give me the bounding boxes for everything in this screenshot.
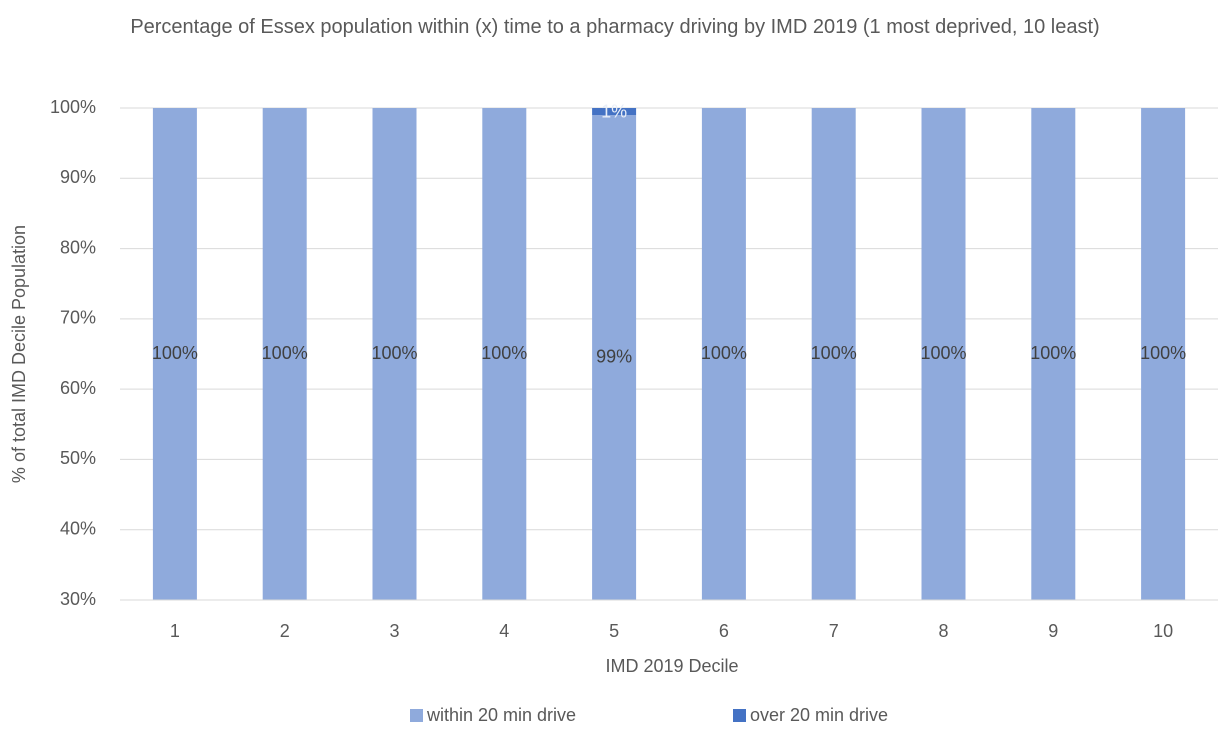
data-label: 1% (601, 101, 627, 121)
y-tick-label: 70% (60, 308, 96, 328)
legend-swatch (733, 709, 746, 722)
x-tick-label: 3 (389, 621, 399, 641)
bar-segment (372, 108, 417, 600)
x-tick-label: 9 (1048, 621, 1058, 641)
x-tick-label: 6 (719, 621, 729, 641)
y-tick-label: 90% (60, 167, 96, 187)
x-tick-label: 7 (829, 621, 839, 641)
data-label: 100% (920, 343, 966, 363)
y-tick-label: 60% (60, 378, 96, 398)
y-axis-label: % of total IMD Decile Population (9, 225, 29, 483)
bar-segment (592, 115, 637, 601)
y-tick-label: 80% (60, 237, 96, 257)
y-tick-label: 30% (60, 589, 96, 609)
data-label: 100% (481, 343, 527, 363)
legend-label: over 20 min drive (750, 705, 888, 725)
data-label: 99% (596, 346, 632, 366)
x-tick-label: 8 (938, 621, 948, 641)
data-label: 100% (701, 343, 747, 363)
data-label: 100% (262, 343, 308, 363)
bar-segment (811, 108, 856, 600)
bar-segment (262, 108, 307, 600)
data-label: 100% (152, 343, 198, 363)
data-label: 100% (371, 343, 417, 363)
x-tick-label: 1 (170, 621, 180, 641)
x-tick-label: 10 (1153, 621, 1173, 641)
data-label: 100% (811, 343, 857, 363)
bar-segment (1141, 108, 1186, 600)
y-tick-label: 50% (60, 448, 96, 468)
x-tick-label: 4 (499, 621, 509, 641)
data-label: 100% (1140, 343, 1186, 363)
bar-segment (592, 108, 637, 116)
bar-segment (1031, 108, 1076, 600)
legend-label: within 20 min drive (426, 705, 576, 725)
data-label: 100% (1030, 343, 1076, 363)
chart-title: Percentage of Essex population within (x… (130, 16, 1100, 38)
legend-swatch (410, 709, 423, 722)
bar-segment (482, 108, 527, 600)
y-tick-label: 40% (60, 518, 96, 538)
x-tick-label: 5 (609, 621, 619, 641)
bar-segment (921, 108, 966, 600)
bar-segment (701, 108, 746, 600)
y-tick-label: 100% (50, 97, 96, 117)
x-axis-label: IMD 2019 Decile (605, 656, 738, 676)
x-tick-label: 2 (280, 621, 290, 641)
bar-segment (152, 108, 197, 600)
